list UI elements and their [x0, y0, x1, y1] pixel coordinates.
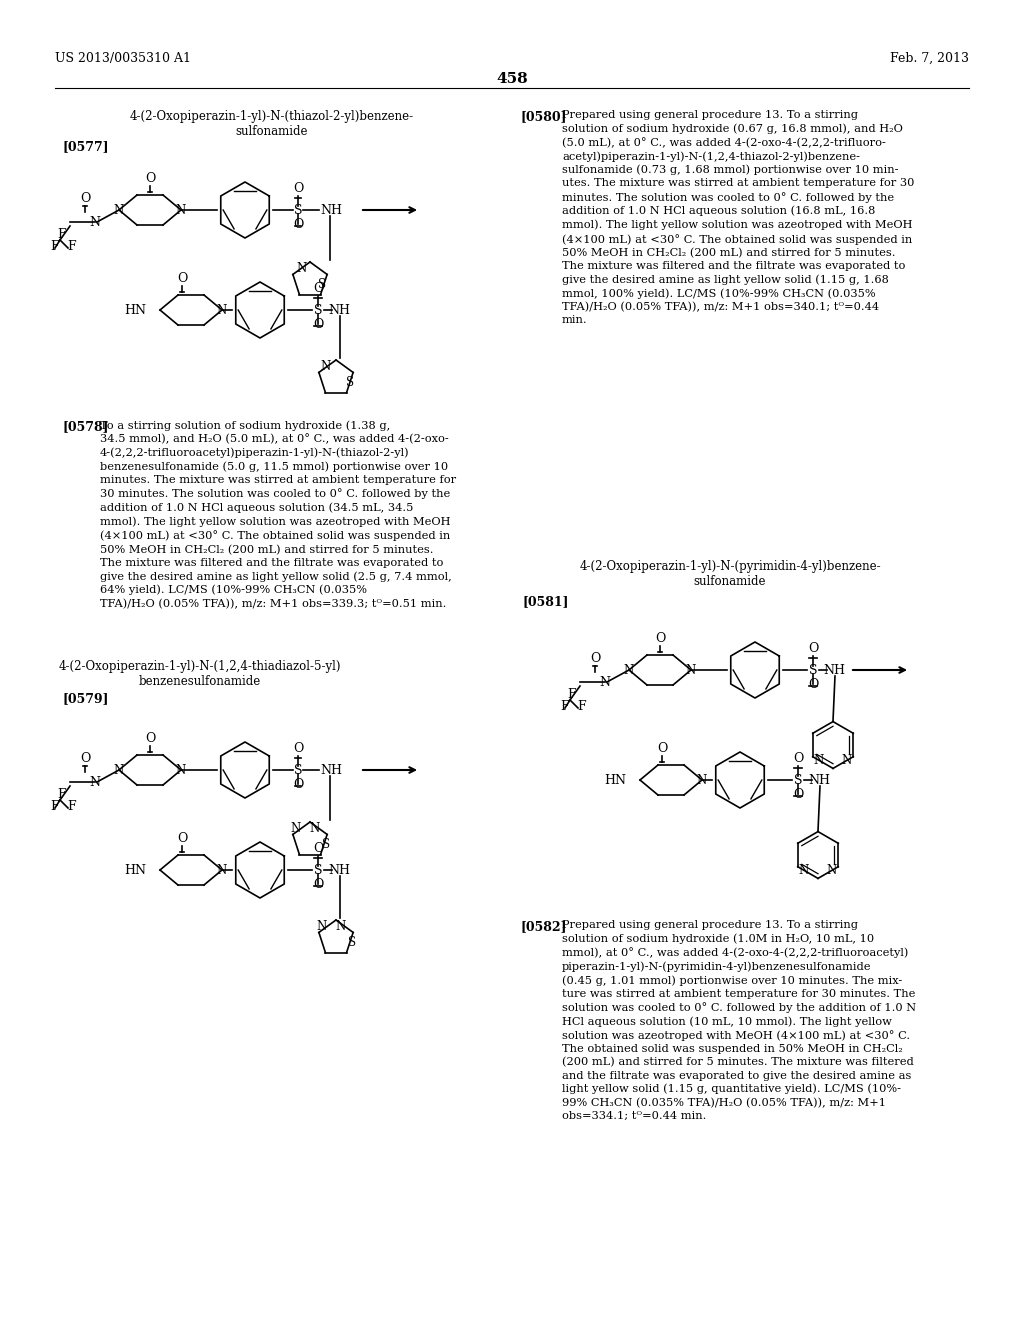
- Text: N: N: [842, 754, 852, 767]
- Text: O: O: [590, 652, 600, 665]
- Text: N: N: [176, 203, 186, 216]
- Text: N: N: [624, 664, 634, 676]
- Text: [0582]: [0582]: [520, 920, 566, 933]
- Text: O: O: [312, 878, 324, 891]
- Text: F: F: [578, 700, 587, 713]
- Text: S: S: [809, 664, 817, 676]
- Text: N: N: [217, 304, 227, 317]
- Text: O: O: [144, 733, 156, 744]
- Text: S: S: [313, 304, 323, 317]
- Text: HN: HN: [124, 304, 146, 317]
- Text: O: O: [793, 788, 803, 801]
- Text: O: O: [293, 182, 303, 195]
- Text: 4-(2-Oxopiperazin-1-yl)-N-(pyrimidin-4-yl)benzene-
sulfonamide: 4-(2-Oxopiperazin-1-yl)-N-(pyrimidin-4-y…: [580, 560, 881, 587]
- Text: O: O: [293, 742, 303, 755]
- Text: O: O: [808, 642, 818, 655]
- Text: To a stirring solution of sodium hydroxide (1.38 g,
34.5 mmol), and H₂O (5.0 mL): To a stirring solution of sodium hydroxi…: [100, 420, 456, 609]
- Text: NH: NH: [328, 863, 350, 876]
- Text: NH: NH: [328, 304, 350, 317]
- Text: 4-(2-Oxopiperazin-1-yl)-N-(1,2,4-thiadiazol-5-yl)
benzenesulfonamide: 4-(2-Oxopiperazin-1-yl)-N-(1,2,4-thiadia…: [58, 660, 341, 688]
- Text: O: O: [293, 218, 303, 231]
- Text: [0579]: [0579]: [62, 692, 109, 705]
- Text: N: N: [599, 676, 610, 689]
- Text: O: O: [80, 191, 90, 205]
- Text: Prepared using general procedure 13. To a stirring
solution of sodium hydroxide : Prepared using general procedure 13. To …: [562, 920, 916, 1121]
- Text: F: F: [57, 788, 67, 801]
- Text: F: F: [50, 800, 59, 813]
- Text: F: F: [68, 240, 77, 253]
- Text: F: F: [50, 240, 59, 253]
- Text: O: O: [312, 282, 324, 294]
- Text: O: O: [312, 318, 324, 331]
- Text: F: F: [567, 688, 577, 701]
- Text: O: O: [293, 777, 303, 791]
- Text: S: S: [294, 203, 302, 216]
- Text: N: N: [310, 821, 321, 834]
- Text: HN: HN: [124, 863, 146, 876]
- Text: S: S: [348, 936, 356, 949]
- Text: O: O: [177, 272, 187, 285]
- Text: F: F: [57, 228, 67, 242]
- Text: [0577]: [0577]: [62, 140, 109, 153]
- Text: S: S: [294, 763, 302, 776]
- Text: S: S: [794, 774, 802, 787]
- Text: O: O: [793, 752, 803, 766]
- Text: [0580]: [0580]: [520, 110, 566, 123]
- Text: HN: HN: [604, 774, 626, 787]
- Text: S: S: [313, 863, 323, 876]
- Text: NH: NH: [319, 763, 342, 776]
- Text: N: N: [291, 821, 301, 834]
- Text: N: N: [686, 664, 696, 676]
- Text: 458: 458: [496, 73, 528, 86]
- Text: N: N: [89, 776, 100, 788]
- Text: NH: NH: [823, 664, 845, 676]
- Text: O: O: [177, 832, 187, 845]
- Text: [0581]: [0581]: [522, 595, 568, 609]
- Text: NH: NH: [319, 203, 342, 216]
- Text: 4-(2-Oxopiperazin-1-yl)-N-(thiazol-2-yl)benzene-
sulfonamide: 4-(2-Oxopiperazin-1-yl)-N-(thiazol-2-yl)…: [130, 110, 414, 139]
- Text: N: N: [799, 863, 809, 876]
- Text: O: O: [654, 632, 666, 645]
- Text: N: N: [336, 920, 346, 932]
- Text: O: O: [80, 752, 90, 766]
- Text: O: O: [656, 742, 668, 755]
- Text: N: N: [114, 763, 124, 776]
- Text: F: F: [68, 800, 77, 813]
- Text: N: N: [814, 754, 824, 767]
- Text: N: N: [316, 920, 327, 932]
- Text: S: S: [346, 375, 354, 388]
- Text: [0578]: [0578]: [62, 420, 109, 433]
- Text: O: O: [144, 172, 156, 185]
- Text: Feb. 7, 2013: Feb. 7, 2013: [890, 51, 969, 65]
- Text: O: O: [312, 842, 324, 855]
- Text: S: S: [322, 837, 330, 850]
- Text: O: O: [808, 678, 818, 690]
- Text: F: F: [561, 700, 569, 713]
- Text: N: N: [176, 763, 186, 776]
- Text: N: N: [321, 359, 331, 372]
- Text: NH: NH: [808, 774, 830, 787]
- Text: N: N: [89, 215, 100, 228]
- Text: US 2013/0035310 A1: US 2013/0035310 A1: [55, 51, 191, 65]
- Text: Prepared using general procedure 13. To a stirring
solution of sodium hydroxide : Prepared using general procedure 13. To …: [562, 110, 914, 325]
- Text: N: N: [217, 863, 227, 876]
- Text: N: N: [297, 261, 307, 275]
- Text: N: N: [697, 774, 708, 787]
- Text: S: S: [317, 277, 326, 290]
- Text: N: N: [114, 203, 124, 216]
- Text: N: N: [826, 863, 838, 876]
